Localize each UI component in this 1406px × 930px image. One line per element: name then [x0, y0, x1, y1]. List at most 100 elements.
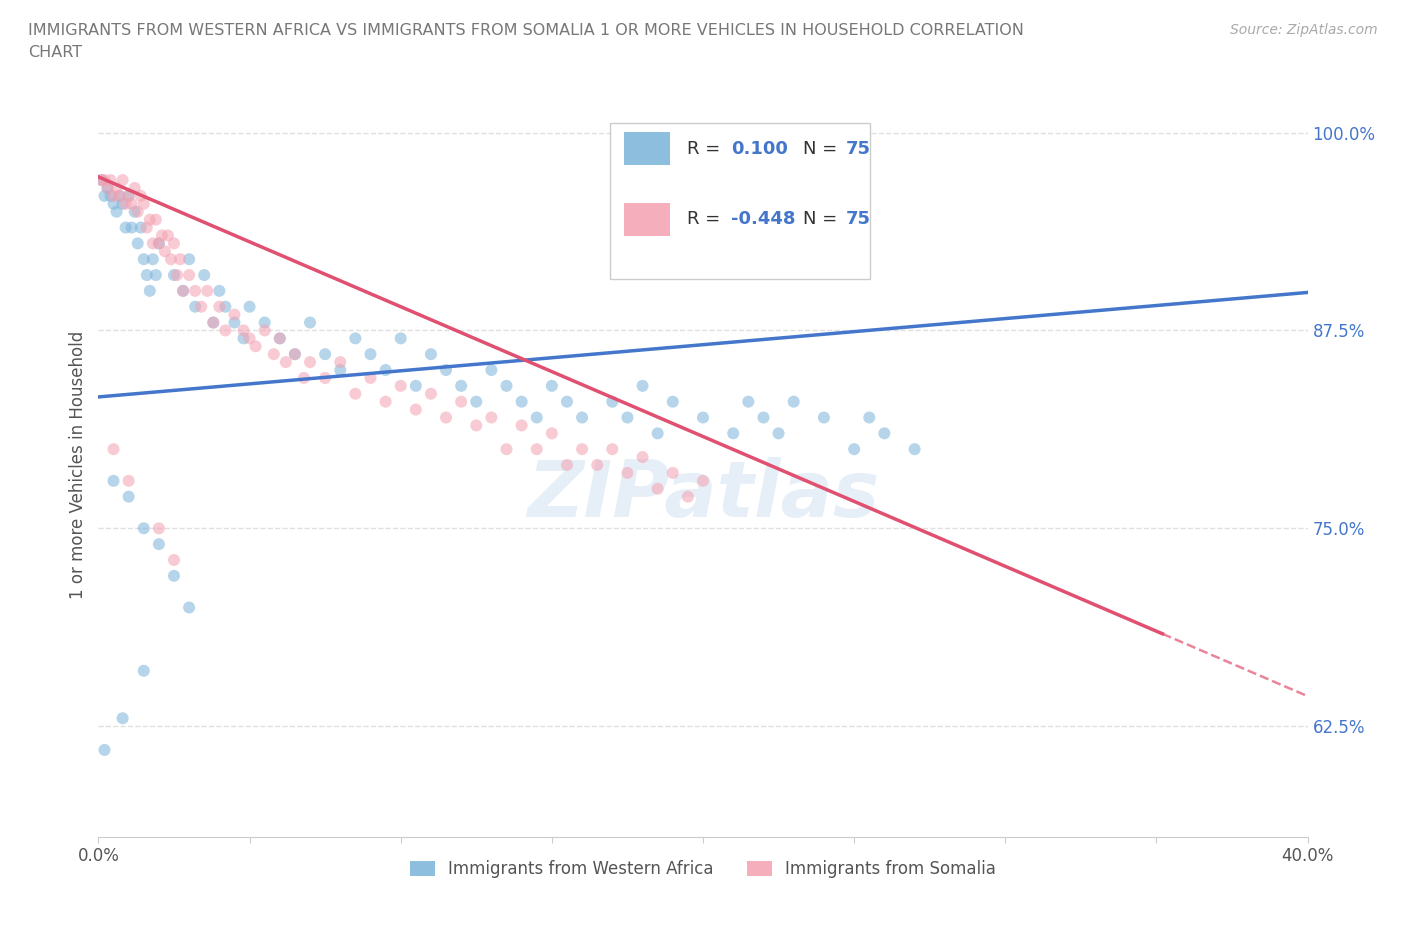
- Point: [105, 205, 128, 219]
- Point: [783, 394, 806, 409]
- Point: [481, 410, 503, 425]
- Point: [118, 189, 141, 204]
- Point: [245, 339, 267, 353]
- Point: [142, 236, 165, 251]
- Point: [405, 402, 427, 417]
- Point: [360, 347, 382, 362]
- Point: [132, 252, 155, 267]
- Point: [616, 410, 638, 425]
- Point: [858, 410, 880, 425]
- Point: [374, 394, 396, 409]
- Point: [586, 458, 609, 472]
- Point: [389, 331, 412, 346]
- Point: [179, 268, 201, 283]
- Point: [284, 347, 307, 362]
- Point: [269, 331, 291, 346]
- Point: [172, 284, 194, 299]
- Point: [904, 442, 927, 457]
- Point: [150, 228, 173, 243]
- Point: [224, 315, 246, 330]
- Point: [232, 323, 254, 338]
- Point: [132, 196, 155, 211]
- Point: [93, 189, 115, 204]
- Point: [269, 331, 291, 346]
- Point: [208, 299, 231, 314]
- Point: [510, 394, 533, 409]
- Point: [602, 394, 624, 409]
- Point: [129, 220, 152, 235]
- Text: N =: N =: [803, 140, 844, 158]
- Point: [169, 252, 191, 267]
- Point: [239, 299, 262, 314]
- Point: [661, 466, 683, 481]
- Text: R =: R =: [688, 210, 727, 229]
- Point: [232, 331, 254, 346]
- Point: [510, 418, 533, 432]
- Point: [100, 173, 122, 188]
- Point: [526, 410, 548, 425]
- Point: [193, 268, 215, 283]
- Point: [540, 426, 562, 441]
- Point: [420, 347, 443, 362]
- Point: [129, 189, 152, 204]
- Point: [184, 284, 207, 299]
- Point: [631, 449, 654, 464]
- Point: [813, 410, 835, 425]
- Point: [214, 323, 236, 338]
- Point: [96, 180, 118, 195]
- Point: [284, 347, 307, 362]
- Point: [118, 189, 141, 204]
- Text: ZIPatlas: ZIPatlas: [527, 457, 879, 533]
- Point: [434, 410, 457, 425]
- Point: [135, 220, 157, 235]
- Point: [96, 180, 118, 195]
- Text: R =: R =: [688, 140, 724, 158]
- Point: [253, 315, 276, 330]
- Text: CHART: CHART: [28, 45, 82, 60]
- Point: [124, 205, 146, 219]
- Point: [540, 379, 562, 393]
- Point: [127, 236, 149, 251]
- Point: [571, 442, 593, 457]
- Point: [132, 521, 155, 536]
- Text: -0.448: -0.448: [731, 210, 796, 229]
- Point: [374, 363, 396, 378]
- Point: [118, 473, 141, 488]
- Point: [602, 442, 624, 457]
- Point: [114, 220, 136, 235]
- Point: [314, 370, 336, 385]
- Point: [555, 458, 578, 472]
- Point: [166, 268, 188, 283]
- Point: [224, 307, 246, 322]
- Point: [121, 196, 143, 211]
- Point: [156, 228, 179, 243]
- Point: [111, 173, 134, 188]
- Point: [103, 196, 125, 211]
- Point: [450, 379, 472, 393]
- Point: [179, 600, 201, 615]
- Point: [737, 394, 759, 409]
- Point: [844, 442, 866, 457]
- Point: [108, 189, 131, 204]
- Point: [873, 426, 896, 441]
- Point: [239, 331, 262, 346]
- Text: 75: 75: [845, 210, 870, 229]
- Point: [360, 370, 382, 385]
- Point: [145, 268, 167, 283]
- Point: [103, 442, 125, 457]
- Text: Source: ZipAtlas.com: Source: ZipAtlas.com: [1230, 23, 1378, 37]
- Point: [571, 410, 593, 425]
- Text: N =: N =: [803, 210, 844, 229]
- Point: [450, 394, 472, 409]
- Text: IMMIGRANTS FROM WESTERN AFRICA VS IMMIGRANTS FROM SOMALIA 1 OR MORE VEHICLES IN : IMMIGRANTS FROM WESTERN AFRICA VS IMMIGR…: [28, 23, 1024, 38]
- Point: [314, 347, 336, 362]
- Point: [160, 252, 183, 267]
- Point: [184, 299, 207, 314]
- Point: [111, 196, 134, 211]
- Point: [142, 252, 165, 267]
- Point: [148, 236, 170, 251]
- Point: [405, 379, 427, 393]
- Point: [692, 473, 714, 488]
- Point: [263, 347, 285, 362]
- Point: [344, 386, 367, 401]
